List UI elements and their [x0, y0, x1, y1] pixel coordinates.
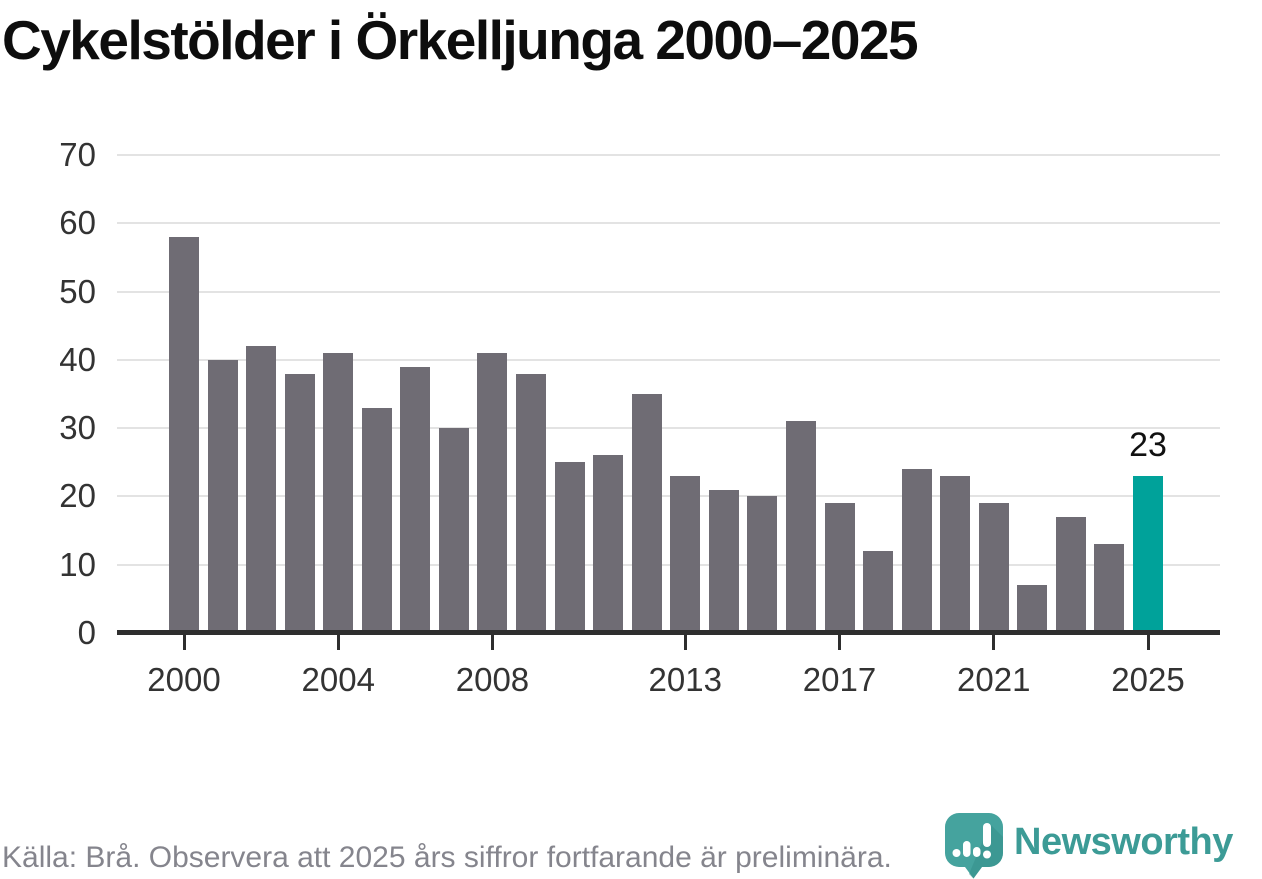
y-tick-label: 60	[59, 204, 96, 242]
bar	[940, 475, 971, 633]
gridline	[117, 222, 1220, 225]
x-tick	[336, 635, 340, 650]
newsworthy-logo-text: Newsworthy	[1014, 821, 1233, 863]
x-tick-label: 2000	[147, 661, 221, 698]
bar	[207, 359, 238, 633]
bar	[438, 428, 469, 633]
newsworthy-logo: Newsworthy	[944, 812, 1233, 879]
x-tick	[992, 635, 996, 650]
x-tick-label: 2008	[455, 661, 530, 698]
gridline	[117, 495, 1220, 498]
bar	[708, 489, 739, 633]
bar	[785, 421, 816, 633]
x-tick-label: 2017	[802, 661, 877, 698]
bar	[670, 475, 701, 633]
gridline	[117, 563, 1220, 566]
x-tick-label: 2025	[1111, 661, 1185, 698]
y-tick-label: 40	[59, 340, 96, 378]
bar	[323, 353, 354, 633]
x-tick	[182, 635, 186, 650]
bar	[477, 353, 508, 633]
bar	[824, 503, 855, 633]
x-tick	[1146, 635, 1150, 650]
x-tick-label: 2013	[648, 661, 722, 698]
y-tick-label: 50	[59, 272, 96, 310]
y-tick-label: 0	[77, 614, 96, 651]
newsworthy-logo-icon	[945, 813, 1003, 879]
bar	[246, 346, 277, 633]
bar	[631, 394, 662, 633]
y-tick-label: 20	[59, 477, 96, 515]
bar	[1055, 516, 1086, 633]
x-tick	[683, 635, 687, 650]
x-tick-label: 2021	[957, 661, 1031, 698]
x-tick	[838, 635, 842, 650]
bar	[516, 373, 547, 633]
source-note: Källa: Brå. Observera att 2025 års siffr…	[2, 841, 892, 874]
x-axis-line	[117, 630, 1220, 635]
bar	[169, 236, 199, 633]
bar	[1094, 544, 1125, 633]
bar-value-label: 23	[1129, 425, 1167, 464]
chart-title: Cykelstölder i Örkelljunga 2000–2025	[2, 9, 919, 71]
bar	[593, 455, 624, 633]
bar	[747, 496, 778, 633]
gridline	[117, 427, 1220, 430]
gridline	[117, 290, 1220, 293]
bar	[361, 407, 392, 633]
x-tick	[490, 635, 494, 650]
bar	[978, 503, 1009, 633]
gridline	[117, 154, 1220, 156]
bar	[554, 462, 585, 633]
bar	[863, 551, 894, 633]
bar	[1017, 585, 1048, 633]
bar	[901, 469, 932, 633]
x-tick-label: 2004	[301, 661, 375, 698]
gridline	[117, 358, 1220, 361]
bar	[284, 373, 315, 633]
y-tick-label: 70	[59, 136, 96, 173]
y-tick-label: 30	[59, 409, 96, 447]
bar	[400, 366, 431, 633]
bar	[1133, 475, 1163, 633]
y-tick-label: 10	[59, 545, 96, 583]
